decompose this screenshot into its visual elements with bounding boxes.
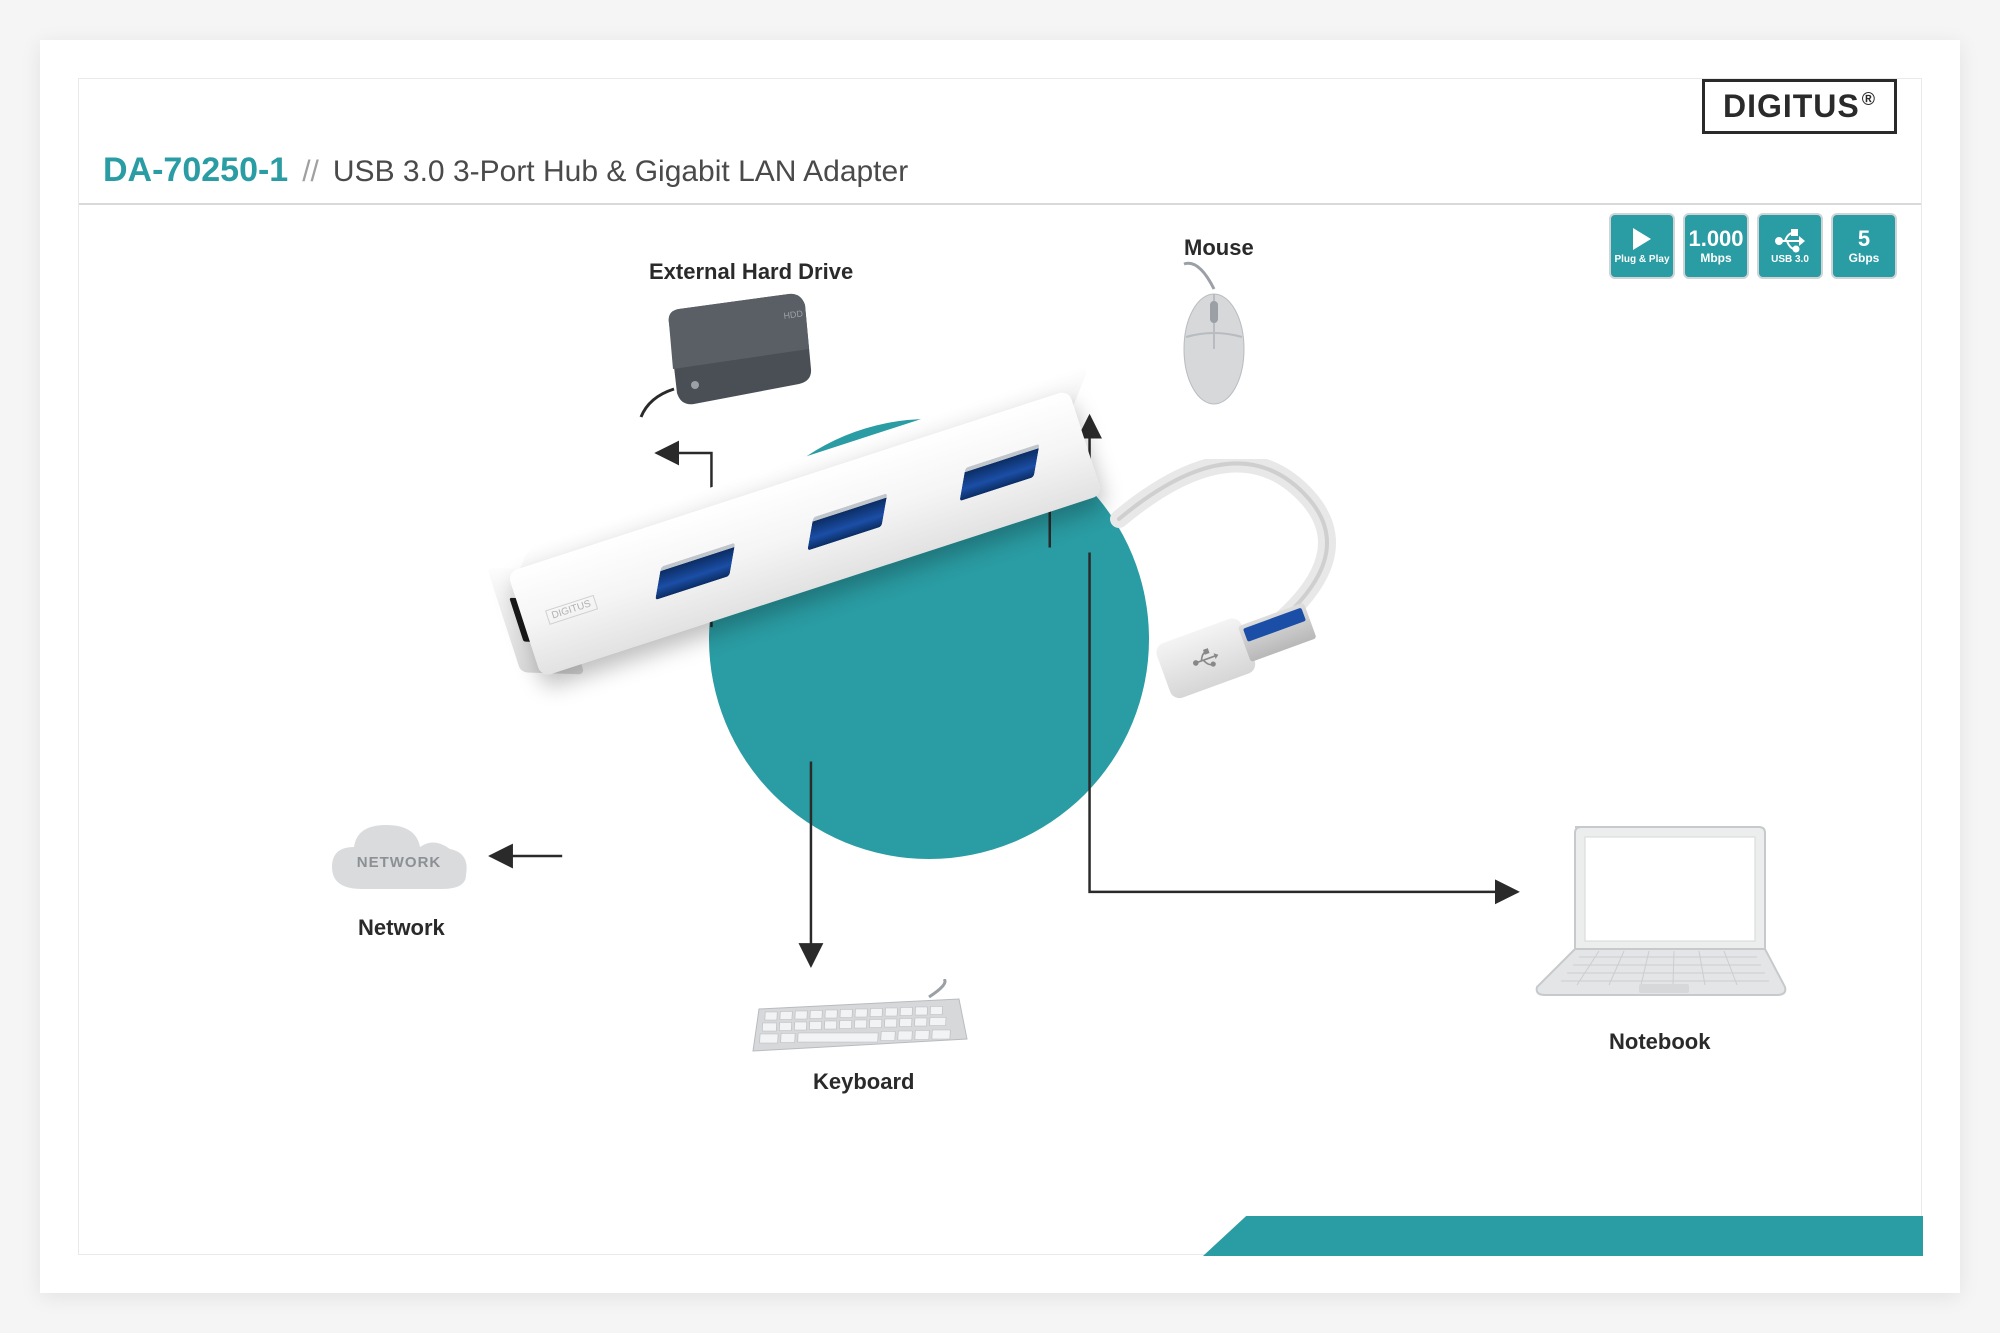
mouse-icon [1179, 259, 1249, 409]
label-mouse: Mouse [1184, 235, 1254, 261]
label-external-hdd: External Hard Drive [649, 259, 853, 285]
title-row: DA-70250-1 // USB 3.0 3-Port Hub & Gigab… [79, 151, 1921, 205]
page-card: DIGITUS® DA-70250-1 // USB 3.0 3-Port Hu… [40, 40, 1960, 1293]
network-cloud-icon: NETWORK [324, 819, 474, 904]
usb-cable [1109, 459, 1409, 719]
registered-mark: ® [1862, 89, 1876, 109]
notebook-icon [1529, 819, 1789, 1009]
badge-5-top: 5 [1858, 227, 1870, 251]
label-keyboard: Keyboard [813, 1069, 914, 1095]
usb-icon [1773, 228, 1807, 254]
label-network: Network [358, 915, 445, 941]
external-hdd-icon: HDD [639, 289, 814, 419]
badge-1000-top: 1.000 [1688, 227, 1743, 251]
brand-text: DIGITUS [1723, 88, 1860, 124]
accent-bar [1203, 1216, 1923, 1256]
product-title: USB 3.0 3-Port Hub & Gigabit LAN Adapter [333, 155, 908, 189]
inner-frame: DIGITUS® DA-70250-1 // USB 3.0 3-Port Hu… [78, 78, 1922, 1255]
play-icon [1633, 228, 1651, 250]
diagram-area: DIGITUS [79, 259, 1921, 1254]
brand-logo: DIGITUS® [1702, 79, 1897, 134]
label-notebook: Notebook [1609, 1029, 1710, 1055]
model-number: DA-70250-1 [103, 151, 288, 190]
keyboard-icon [749, 979, 969, 1054]
cloud-text: NETWORK [357, 854, 442, 871]
title-separator: // [302, 155, 319, 189]
